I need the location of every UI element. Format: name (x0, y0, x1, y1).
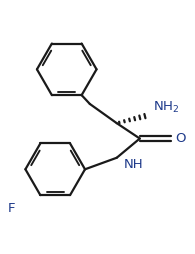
Text: F: F (8, 202, 16, 215)
Text: O: O (175, 132, 186, 145)
Text: NH: NH (123, 158, 143, 171)
Text: NH$_2$: NH$_2$ (153, 100, 180, 115)
